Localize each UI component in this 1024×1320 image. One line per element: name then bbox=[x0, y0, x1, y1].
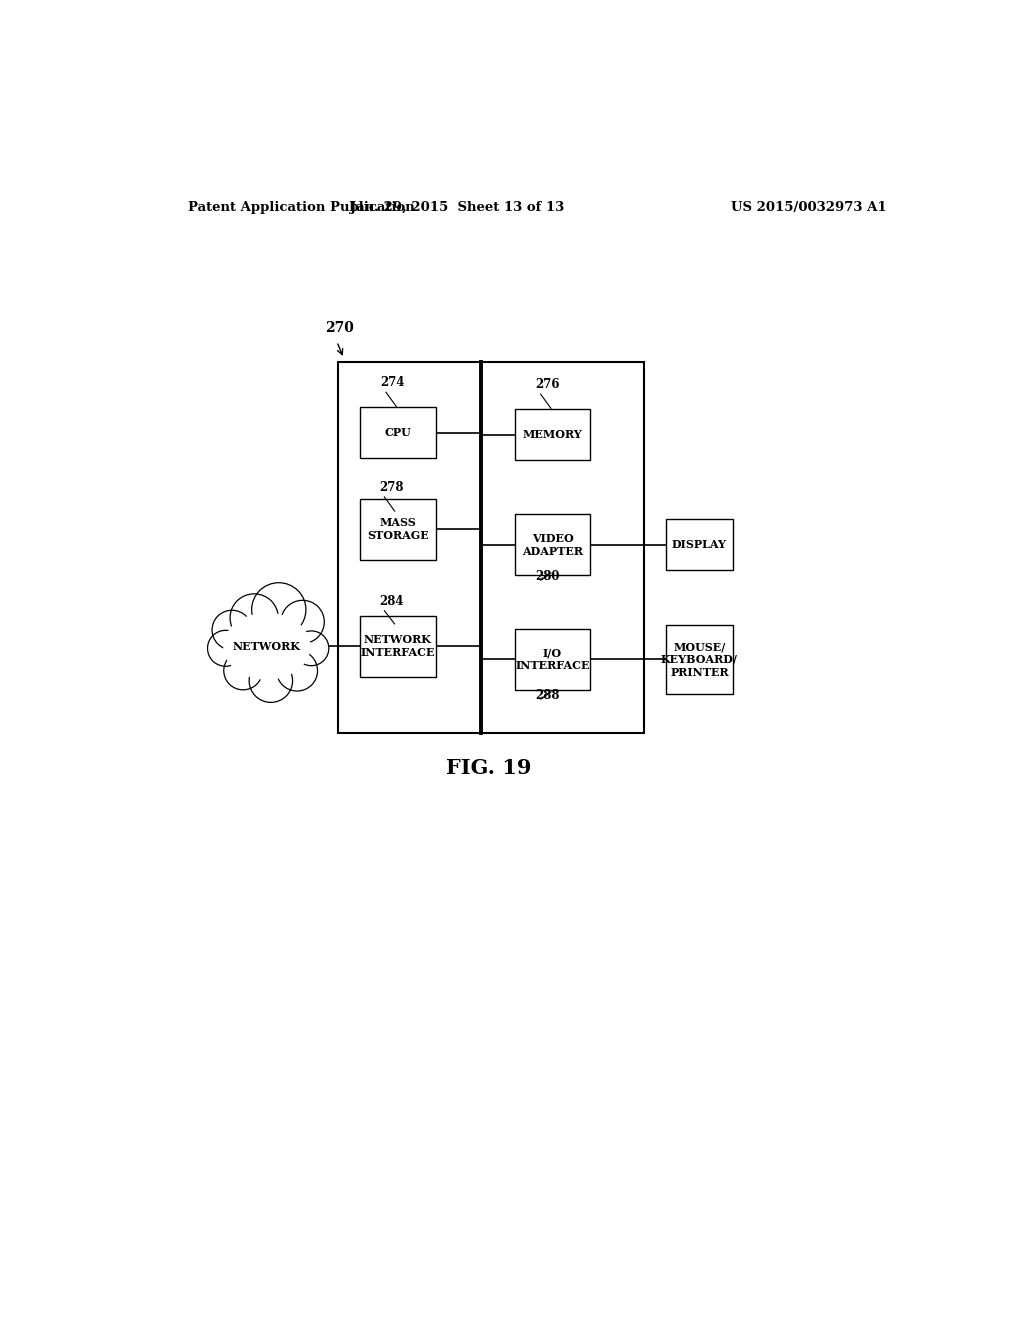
Text: VIDEO
ADAPTER: VIDEO ADAPTER bbox=[522, 533, 583, 557]
Text: NETWORK: NETWORK bbox=[232, 640, 301, 652]
Text: CPU: CPU bbox=[384, 428, 412, 438]
Text: MASS
STORAGE: MASS STORAGE bbox=[367, 517, 429, 541]
Bar bbox=[515, 515, 590, 576]
Bar bbox=[360, 408, 435, 458]
Bar bbox=[515, 409, 590, 461]
Text: FIG. 19: FIG. 19 bbox=[446, 758, 531, 779]
Ellipse shape bbox=[224, 652, 262, 690]
Bar bbox=[360, 615, 435, 677]
Text: I/O
INTERFACE: I/O INTERFACE bbox=[515, 648, 590, 672]
Text: Patent Application Publication: Patent Application Publication bbox=[187, 201, 415, 214]
Bar bbox=[338, 362, 644, 733]
Ellipse shape bbox=[281, 601, 325, 643]
Ellipse shape bbox=[212, 610, 252, 649]
Ellipse shape bbox=[249, 659, 293, 702]
Text: DISPLAY: DISPLAY bbox=[672, 539, 727, 550]
Text: MEMORY: MEMORY bbox=[522, 429, 583, 441]
Ellipse shape bbox=[294, 631, 329, 665]
Bar bbox=[666, 624, 733, 694]
Text: 270: 270 bbox=[325, 321, 353, 335]
Ellipse shape bbox=[208, 631, 244, 667]
Text: 276: 276 bbox=[536, 378, 560, 391]
Ellipse shape bbox=[252, 582, 306, 636]
Ellipse shape bbox=[223, 612, 310, 680]
Text: 284: 284 bbox=[379, 594, 403, 607]
Text: Jan. 29, 2015  Sheet 13 of 13: Jan. 29, 2015 Sheet 13 of 13 bbox=[350, 201, 564, 214]
Ellipse shape bbox=[230, 594, 279, 642]
Text: 274: 274 bbox=[380, 376, 404, 389]
Bar bbox=[360, 499, 435, 560]
Text: NETWORK
INTERFACE: NETWORK INTERFACE bbox=[360, 635, 435, 659]
Text: US 2015/0032973 A1: US 2015/0032973 A1 bbox=[731, 201, 887, 214]
Text: 278: 278 bbox=[379, 480, 403, 494]
Text: MOUSE/
KEYBOARD/
PRINTER: MOUSE/ KEYBOARD/ PRINTER bbox=[660, 642, 738, 677]
Text: 280: 280 bbox=[536, 570, 560, 583]
Ellipse shape bbox=[276, 651, 317, 692]
Bar bbox=[515, 630, 590, 690]
Bar bbox=[666, 519, 733, 570]
Text: 288: 288 bbox=[536, 689, 560, 702]
